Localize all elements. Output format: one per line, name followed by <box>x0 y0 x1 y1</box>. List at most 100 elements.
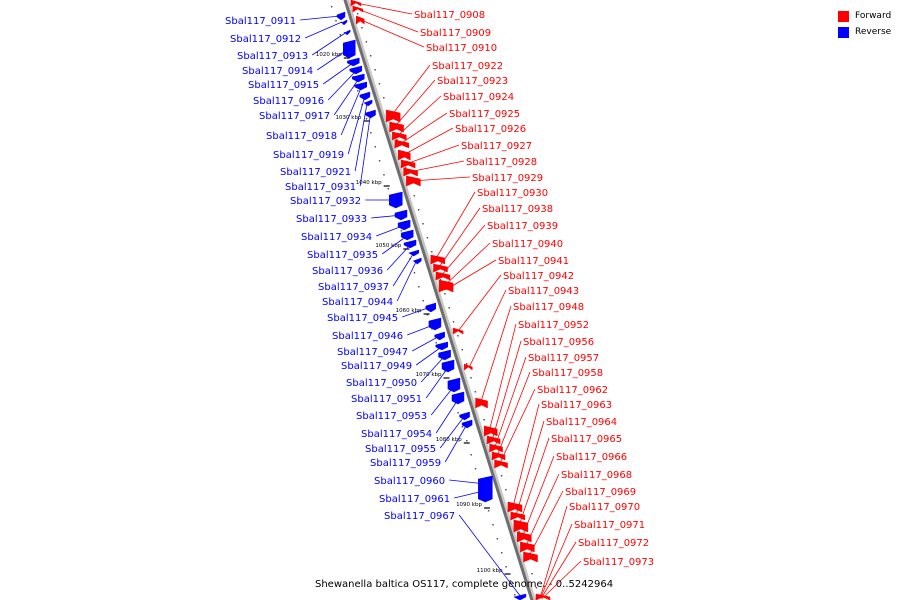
reverse-leader-line <box>340 85 363 136</box>
reverse-leader-line <box>359 113 371 187</box>
forward-leader-line <box>457 274 502 332</box>
backbone-dot <box>365 41 368 43</box>
forward-leader-line <box>438 207 481 269</box>
backbone-dot <box>483 419 485 421</box>
reverse-gene-label: Sbal117_0919 <box>273 150 344 161</box>
reverse-gene-label: Sbal117_0913 <box>237 51 308 62</box>
reverse-gene-label: Sbal117_0936 <box>312 266 383 277</box>
forward-leader-line <box>540 523 573 598</box>
forward-gene-arrow <box>385 109 401 123</box>
reverse-gene-arrow <box>343 39 356 59</box>
backbone-dot <box>466 440 468 442</box>
backbone-dot <box>431 251 433 253</box>
reverse-gene-label: Sbal117_0917 <box>259 111 330 122</box>
forward-leader-line <box>443 242 491 287</box>
reverse-gene-label: Sbal117_0951 <box>351 394 422 405</box>
reverse-leader-line <box>305 21 343 39</box>
forward-gene-label: Sbal117_0964 <box>546 417 617 428</box>
scale-tick-label: 1090 kbp <box>456 502 482 508</box>
forward-gene-label: Sbal117_0958 <box>532 368 603 379</box>
reverse-gene-label: Sbal117_0914 <box>242 66 313 77</box>
forward-leader-line <box>394 79 436 128</box>
backbone-dot <box>492 524 494 526</box>
reverse-gene-label: Sbal117_0950 <box>346 378 417 389</box>
forward-leader-line <box>518 437 550 527</box>
forward-gene-label: Sbal117_0968 <box>561 470 632 481</box>
forward-leader-line <box>540 541 577 599</box>
forward-leader-line <box>440 224 486 277</box>
forward-gene-label: Sbal117_0970 <box>569 502 640 513</box>
backbone-dot <box>361 27 363 29</box>
forward-gene-label: Sbal117_0927 <box>461 141 532 152</box>
reverse-leader-line <box>407 323 437 336</box>
forward-gene-arrow <box>517 531 532 543</box>
reverse-gene-label: Sbal117_0921 <box>280 167 351 178</box>
forward-leader-line <box>521 455 555 538</box>
scale-tick-label: 1070 kbp <box>416 372 442 378</box>
backbone-dot <box>378 160 381 162</box>
reverse-gene-label: Sbal117_0961 <box>379 494 450 505</box>
forward-gene-arrow <box>433 263 448 273</box>
reverse-leader-line <box>415 345 444 366</box>
backbone-dot <box>531 573 533 575</box>
backbone-dot <box>426 237 429 239</box>
backbone-dot <box>378 83 381 85</box>
scale-tick-label: 1080 kbp <box>436 437 462 443</box>
reverse-gene-arrow <box>513 593 527 600</box>
forward-gene-label: Sbal117_0942 <box>503 271 574 282</box>
forward-gene-label: Sbal117_0963 <box>541 400 612 411</box>
forward-gene-label: Sbal117_0957 <box>528 353 599 364</box>
forward-leader-line <box>408 160 465 173</box>
reverse-leader-line <box>300 15 341 21</box>
backbone-dot <box>452 321 455 323</box>
reverse-leader-line <box>316 47 351 71</box>
reverse-leader-line <box>420 354 446 383</box>
forward-leader-line <box>488 323 517 432</box>
backbone-dot <box>370 132 372 134</box>
backbone-dot <box>422 223 424 225</box>
backbone-dot <box>404 167 407 169</box>
backbone-dot <box>339 34 342 36</box>
forward-gene-arrow <box>438 279 454 293</box>
reverse-gene-label: Sbal117_0960 <box>374 476 445 487</box>
legend: Forward Reverse <box>838 8 891 40</box>
reverse-gene-label: Sbal117_0912 <box>230 34 301 45</box>
forward-gene-label: Sbal117_0948 <box>513 302 584 313</box>
reverse-gene-label: Sbal117_0944 <box>322 297 393 308</box>
reverse-leader-line <box>402 306 431 318</box>
forward-gene-label: Sbal117_0928 <box>466 157 537 168</box>
reverse-gene-arrow <box>352 73 365 83</box>
backbone-dot <box>374 69 376 71</box>
backbone-dot <box>509 580 512 582</box>
forward-gene-label: Sbal117_0909 <box>420 28 491 39</box>
backbone-dot <box>474 391 477 393</box>
forward-leader-line <box>494 356 527 449</box>
reverse-leader-line <box>412 335 440 352</box>
reverse-leader-line <box>396 260 417 302</box>
backbone-dot <box>505 566 507 568</box>
forward-leader-line <box>405 144 460 165</box>
reverse-gene-label: Sbal117_0949 <box>341 361 412 372</box>
forward-leader-line <box>355 2 413 15</box>
genome-backbone <box>343 0 534 600</box>
genome-caption: Shewanella baltica OS117, complete genom… <box>315 579 614 590</box>
backbone-dot <box>518 531 520 533</box>
backbone-dot <box>444 293 446 295</box>
forward-swatch <box>838 10 849 22</box>
forward-leader-line <box>435 191 476 260</box>
reverse-gene-label: Sbal117_0931 <box>285 182 356 193</box>
forward-gene-label: Sbal117_0938 <box>482 204 553 215</box>
reverse-leader-line <box>454 489 488 499</box>
reverse-leader-line <box>333 77 360 116</box>
backbone-dot <box>356 13 359 15</box>
backbone-dot <box>500 475 503 477</box>
reverse-gene-arrow <box>438 349 451 361</box>
reverse-leader-line <box>322 61 355 85</box>
forward-gene-arrow <box>392 131 407 141</box>
forward-gene-label: Sbal117_0940 <box>492 239 563 250</box>
reverse-gene-label: Sbal117_0937 <box>318 282 389 293</box>
forward-gene-arrow <box>352 5 364 13</box>
reverse-gene-arrow <box>403 239 417 249</box>
forward-leader-line <box>411 176 471 182</box>
backbone-dot <box>365 118 368 120</box>
